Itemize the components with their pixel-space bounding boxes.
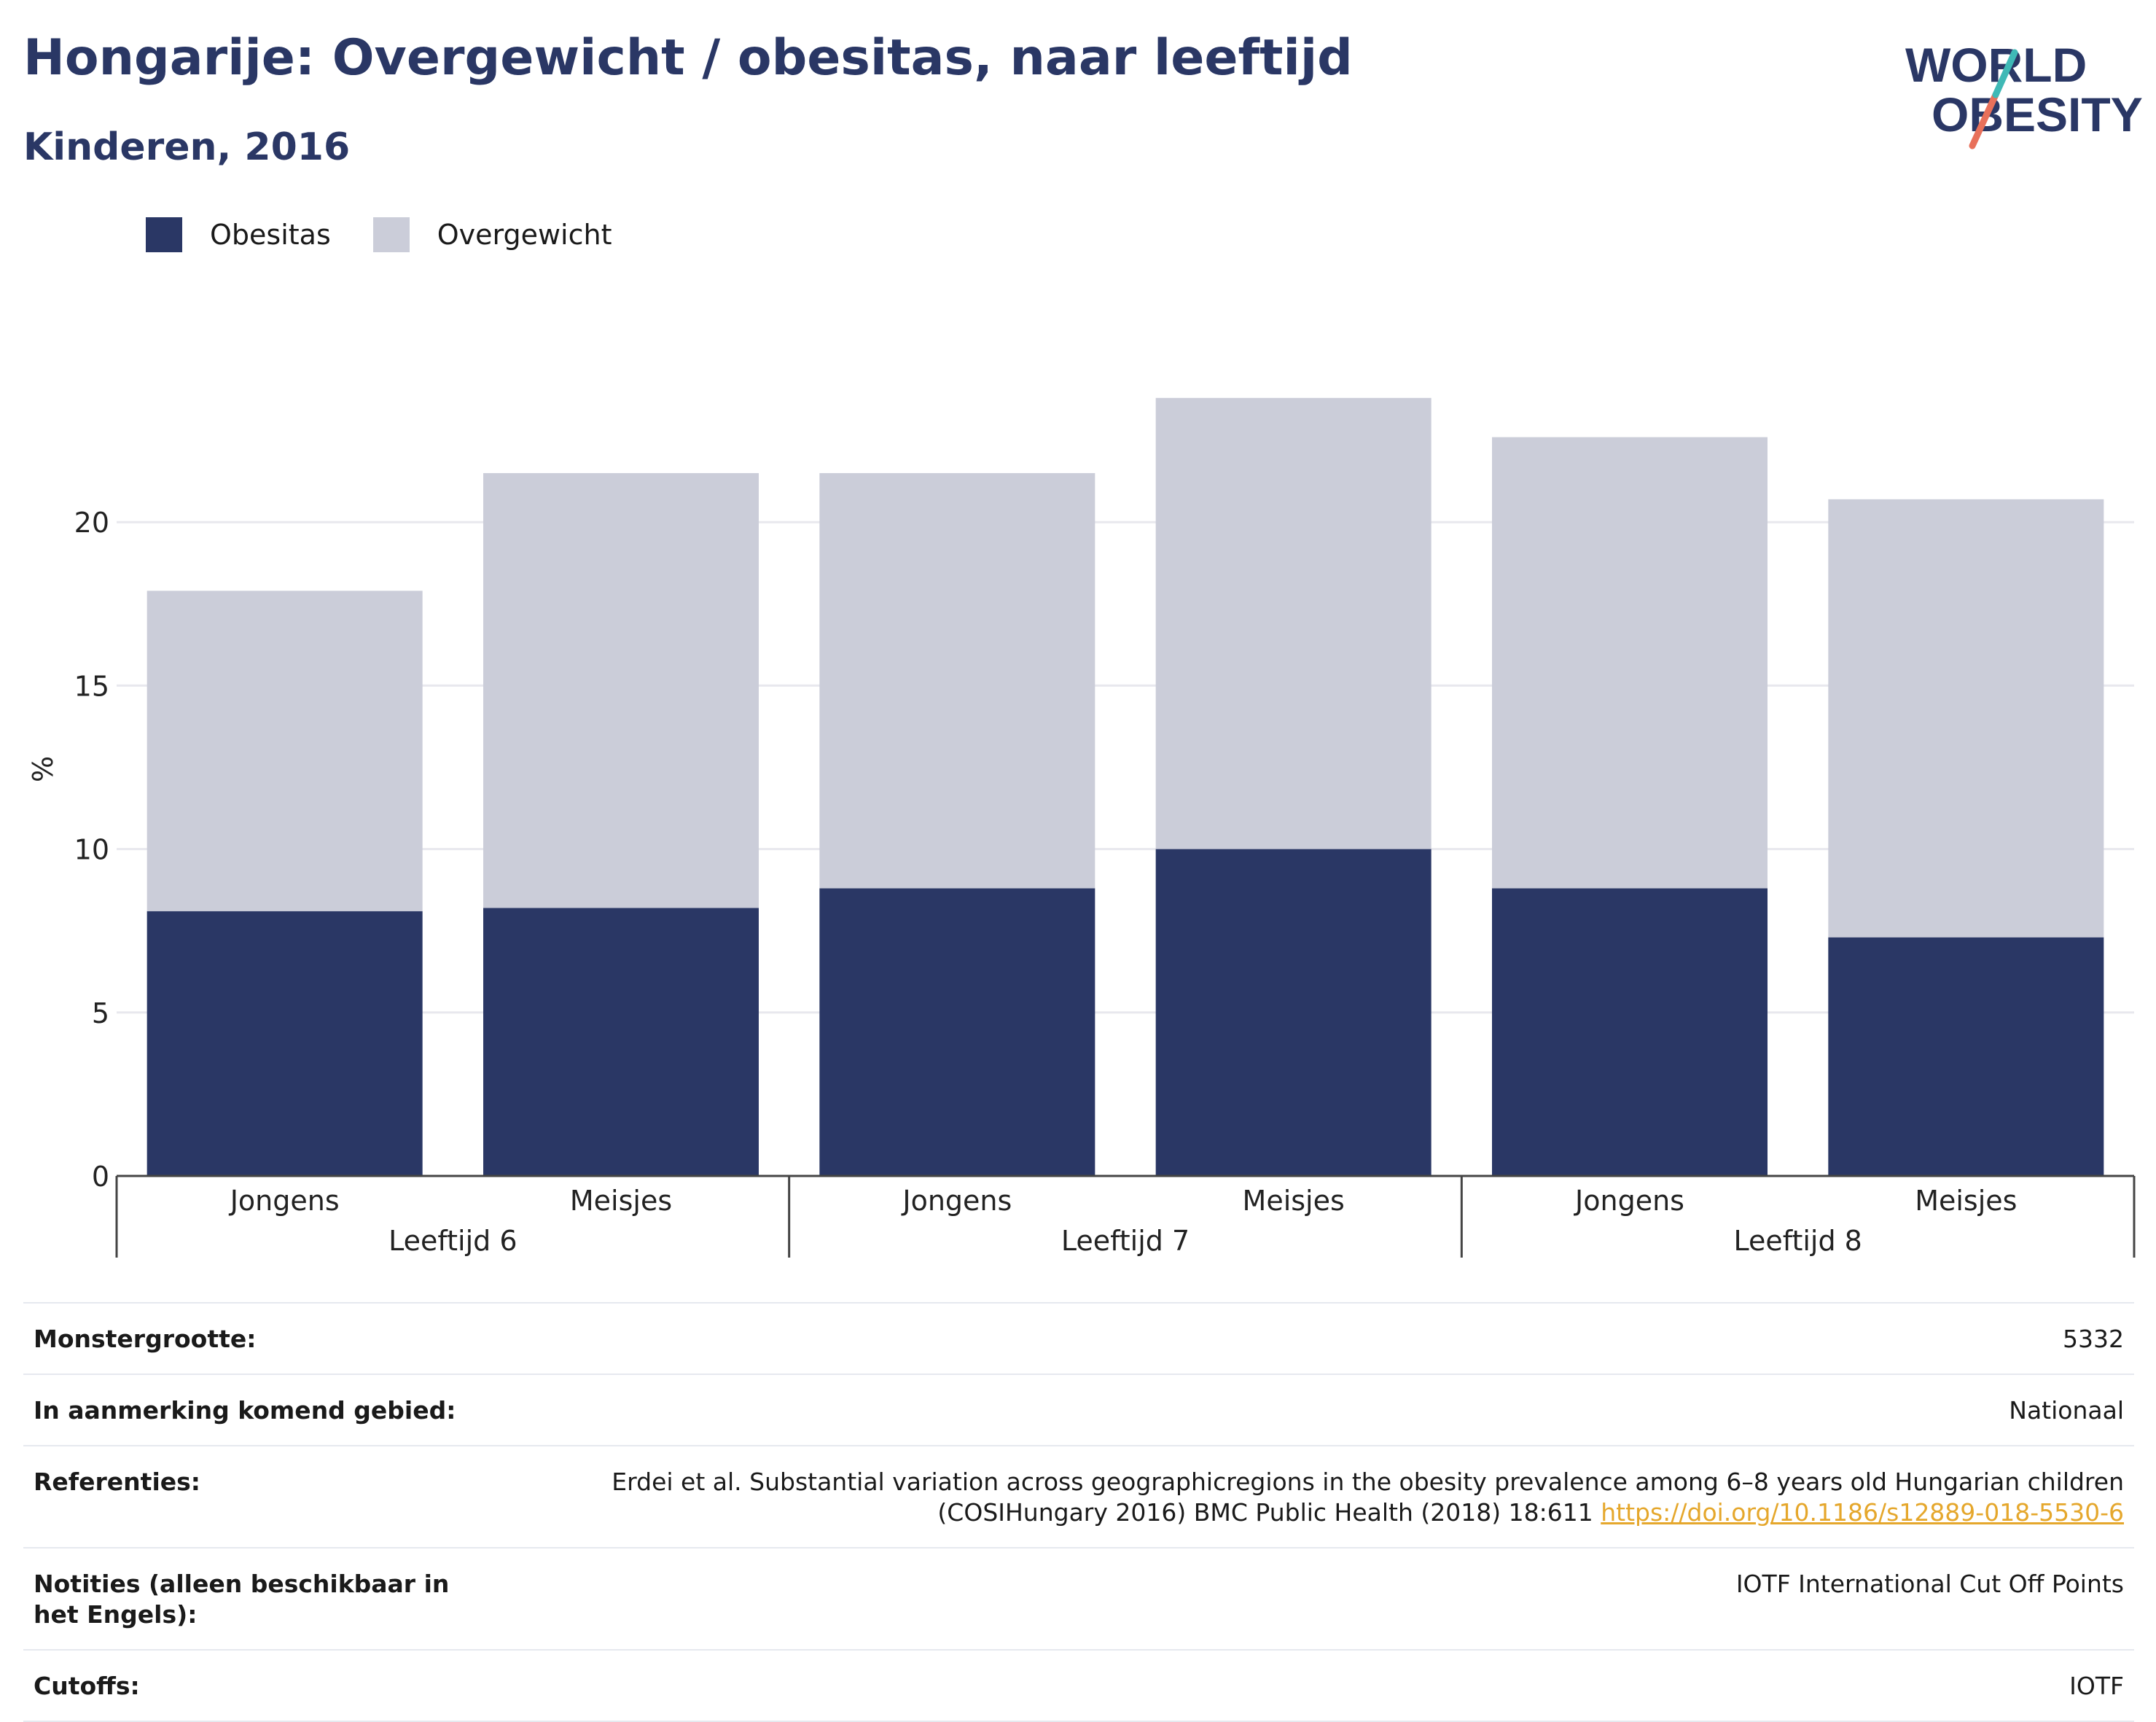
- x-tick-label: Jongens: [1574, 1185, 1684, 1217]
- bar-obesitas: [1155, 849, 1432, 1176]
- bar-obesitas: [819, 888, 1095, 1176]
- info-row-sample: Monstergrootte: 5332: [23, 1302, 2134, 1374]
- info-value: Erdei et al. Substantial variation acros…: [520, 1467, 2124, 1528]
- x-tick-label: Jongens: [901, 1185, 1012, 1217]
- info-value: IOTF: [2069, 1672, 2124, 1700]
- bar-obesitas: [147, 911, 423, 1176]
- bar-overgewicht: [1155, 397, 1432, 849]
- x-tick-label: Meisjes: [570, 1185, 672, 1217]
- bar-overgewicht: [1828, 499, 2104, 938]
- y-axis-label: %: [27, 756, 59, 782]
- info-row-area: In aanmerking komend gebied: Nationaal: [23, 1374, 2134, 1445]
- bar-overgewicht: [819, 472, 1095, 889]
- page-subtitle: Kinderen, 2016: [23, 125, 351, 169]
- info-value: Nationaal: [2009, 1396, 2124, 1425]
- bar-obesitas: [1828, 937, 2104, 1176]
- bar-chart: 0 5 10 15 20% Jongens Meisjes Jongens Meisjes Jon…: [27, 397, 2136, 1258]
- info-key: Notities (alleen beschikbaar in het Enge…: [34, 1570, 450, 1629]
- page-title: Hongarije: Overgewicht / obesitas, naar …: [23, 29, 1353, 87]
- y-tick-label: 20: [74, 507, 109, 539]
- bar-obesitas: [1492, 888, 1768, 1176]
- bar-obesitas: [483, 908, 759, 1176]
- reference-link[interactable]: https://doi.org/10.1186/s12889-018-5530-…: [1601, 1498, 2124, 1527]
- x-tick-label: Meisjes: [1243, 1185, 1345, 1217]
- info-key: Monstergrootte:: [34, 1325, 257, 1353]
- y-tick-label: 10: [74, 834, 109, 866]
- legend-swatch-overgewicht: [372, 217, 410, 252]
- legend-label-overgewicht: Overgewicht: [437, 219, 612, 251]
- logo-line1: WORLD: [1905, 38, 2087, 92]
- logo-line2: OBESITY: [1932, 87, 2143, 141]
- info-key: Referenties:: [34, 1468, 200, 1496]
- bar-overgewicht: [483, 472, 759, 908]
- group-label: Leeftijd 7: [1061, 1225, 1190, 1257]
- legend-label-obesitas: Obesitas: [210, 219, 331, 251]
- y-tick-label: 15: [74, 670, 109, 702]
- bar-overgewicht: [147, 591, 423, 911]
- info-table: Monstergrootte: 5332 In aanmerking komen…: [23, 1302, 2134, 1722]
- info-key: In aanmerking komend gebied:: [34, 1396, 456, 1425]
- info-key: Cutoffs:: [34, 1672, 140, 1700]
- legend-item-obesitas[interactable]: Obesitas: [146, 217, 331, 252]
- group-label: Leeftijd 8: [1733, 1225, 1862, 1257]
- group-label: Leeftijd 6: [388, 1225, 517, 1257]
- info-row-references: Referenties: Erdei et al. Substantial va…: [23, 1445, 2134, 1547]
- legend-swatch-obesitas: [146, 217, 182, 252]
- legend-item-overgewicht[interactable]: Overgewicht: [372, 217, 612, 252]
- info-value: 5332: [2063, 1325, 2124, 1353]
- info-row-notes: Notities (alleen beschikbaar in het Enge…: [23, 1547, 2134, 1649]
- x-tick-label: Meisjes: [1915, 1185, 2017, 1217]
- reference-text: Erdei et al. Substantial variation acros…: [612, 1468, 2124, 1527]
- info-value: IOTF International Cut Off Points: [1735, 1570, 2124, 1598]
- chart-legend: Obesitas Overgewicht: [146, 217, 655, 252]
- x-tick-label: Jongens: [229, 1185, 340, 1217]
- world-obesity-logo: WORLD OBESITY: [1902, 22, 2143, 153]
- y-tick-label: 0: [92, 1161, 109, 1193]
- info-row-cutoffs: Cutoffs: IOTF: [23, 1649, 2134, 1722]
- bar-overgewicht: [1492, 437, 1768, 889]
- y-tick-label: 5: [92, 997, 109, 1029]
